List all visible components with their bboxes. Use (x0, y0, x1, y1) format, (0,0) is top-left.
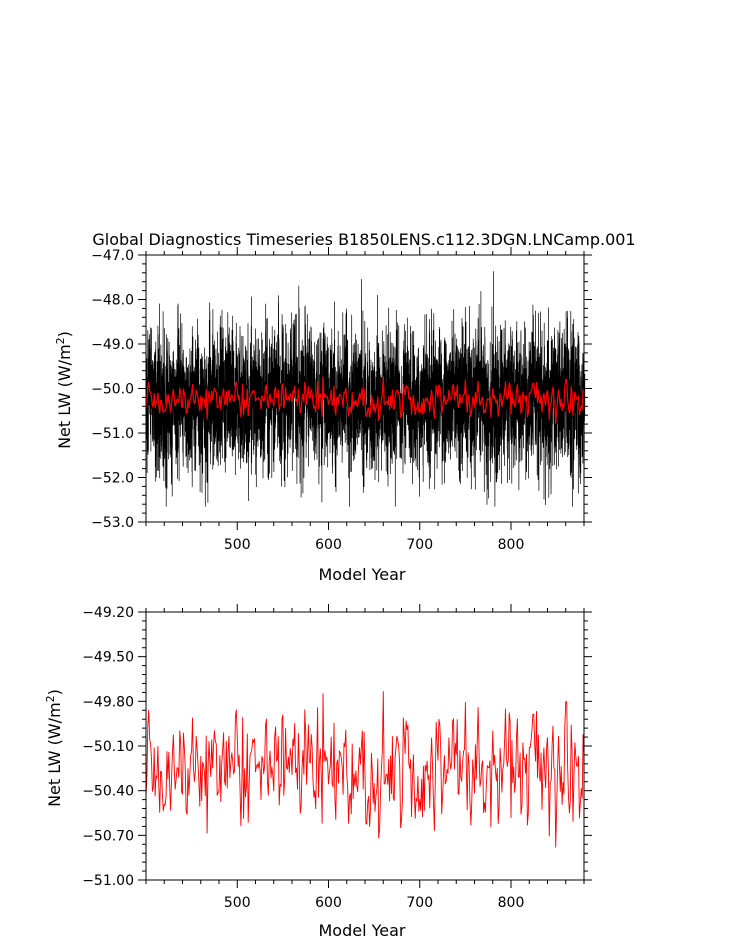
y-tick-label: −51.00 (82, 873, 134, 889)
ticks-layer: −53.0 −52.0 −51.0 −50.0 −49.0 −48.0 −47.0 500 60… (91, 247, 592, 553)
x-tick-label: 800 (498, 895, 525, 911)
y-axis-label-sup: 2 (54, 337, 67, 344)
y-tick-label: −50.70 (82, 828, 134, 844)
y-tick-label: −49.0 (91, 337, 134, 353)
y-tick-label: −50.0 (91, 382, 134, 398)
x-tick-label: 600 (315, 895, 342, 911)
x-axis-label: Model Year (319, 565, 406, 584)
y-tick-label: −50.10 (82, 739, 134, 755)
monthly-series-line (145, 271, 586, 507)
x-tick-label: 800 (498, 537, 525, 553)
annual-series-line (145, 376, 585, 424)
y-axis-label: Net LW (W/m2) (44, 689, 64, 807)
y-tick-label: −52.0 (91, 471, 134, 487)
y-axis-label-sup: 2 (44, 695, 57, 702)
y-tick-label: −51.0 (91, 426, 134, 442)
x-tick-label: 700 (406, 537, 433, 553)
bottom-panel: −51.00 −50.70 −50.40 −50.10 −49.80 −49.50 −49.… (44, 604, 592, 940)
x-tick-label: 700 (406, 895, 433, 911)
annual-series-line (145, 691, 585, 848)
top-panel: −53.0 −52.0 −51.0 −50.0 −49.0 −48.0 −47.0 500 60… (54, 247, 592, 584)
x-tick-label: 500 (224, 537, 251, 553)
y-axis-label-close: ) (45, 689, 64, 695)
y-tick-label: −53.0 (91, 515, 134, 531)
x-tick-label: 500 (224, 895, 251, 911)
y-axis-label-close: ) (55, 331, 74, 337)
y-axis-label: Net LW (W/m2) (54, 331, 74, 449)
y-tick-label: −49.20 (82, 605, 134, 621)
ticks-layer: −51.00 −50.70 −50.40 −50.10 −49.80 −49.50 −49.… (82, 604, 592, 911)
y-axis-label-base: Net LW (W/m (55, 344, 74, 449)
series-layer (145, 271, 586, 507)
y-tick-label: −50.40 (82, 784, 134, 800)
y-tick-label: −47.0 (91, 248, 134, 264)
x-axis-label: Model Year (319, 921, 406, 940)
y-tick-label: −48.0 (91, 293, 134, 309)
y-tick-label: −49.50 (82, 650, 134, 666)
y-tick-label: −49.80 (82, 694, 134, 710)
series-layer (145, 691, 585, 848)
chart-title: Global Diagnostics Timeseries B1850LENS.… (92, 230, 635, 249)
x-tick-label: 600 (315, 537, 342, 553)
y-axis-label-base: Net LW (W/m (45, 702, 64, 807)
